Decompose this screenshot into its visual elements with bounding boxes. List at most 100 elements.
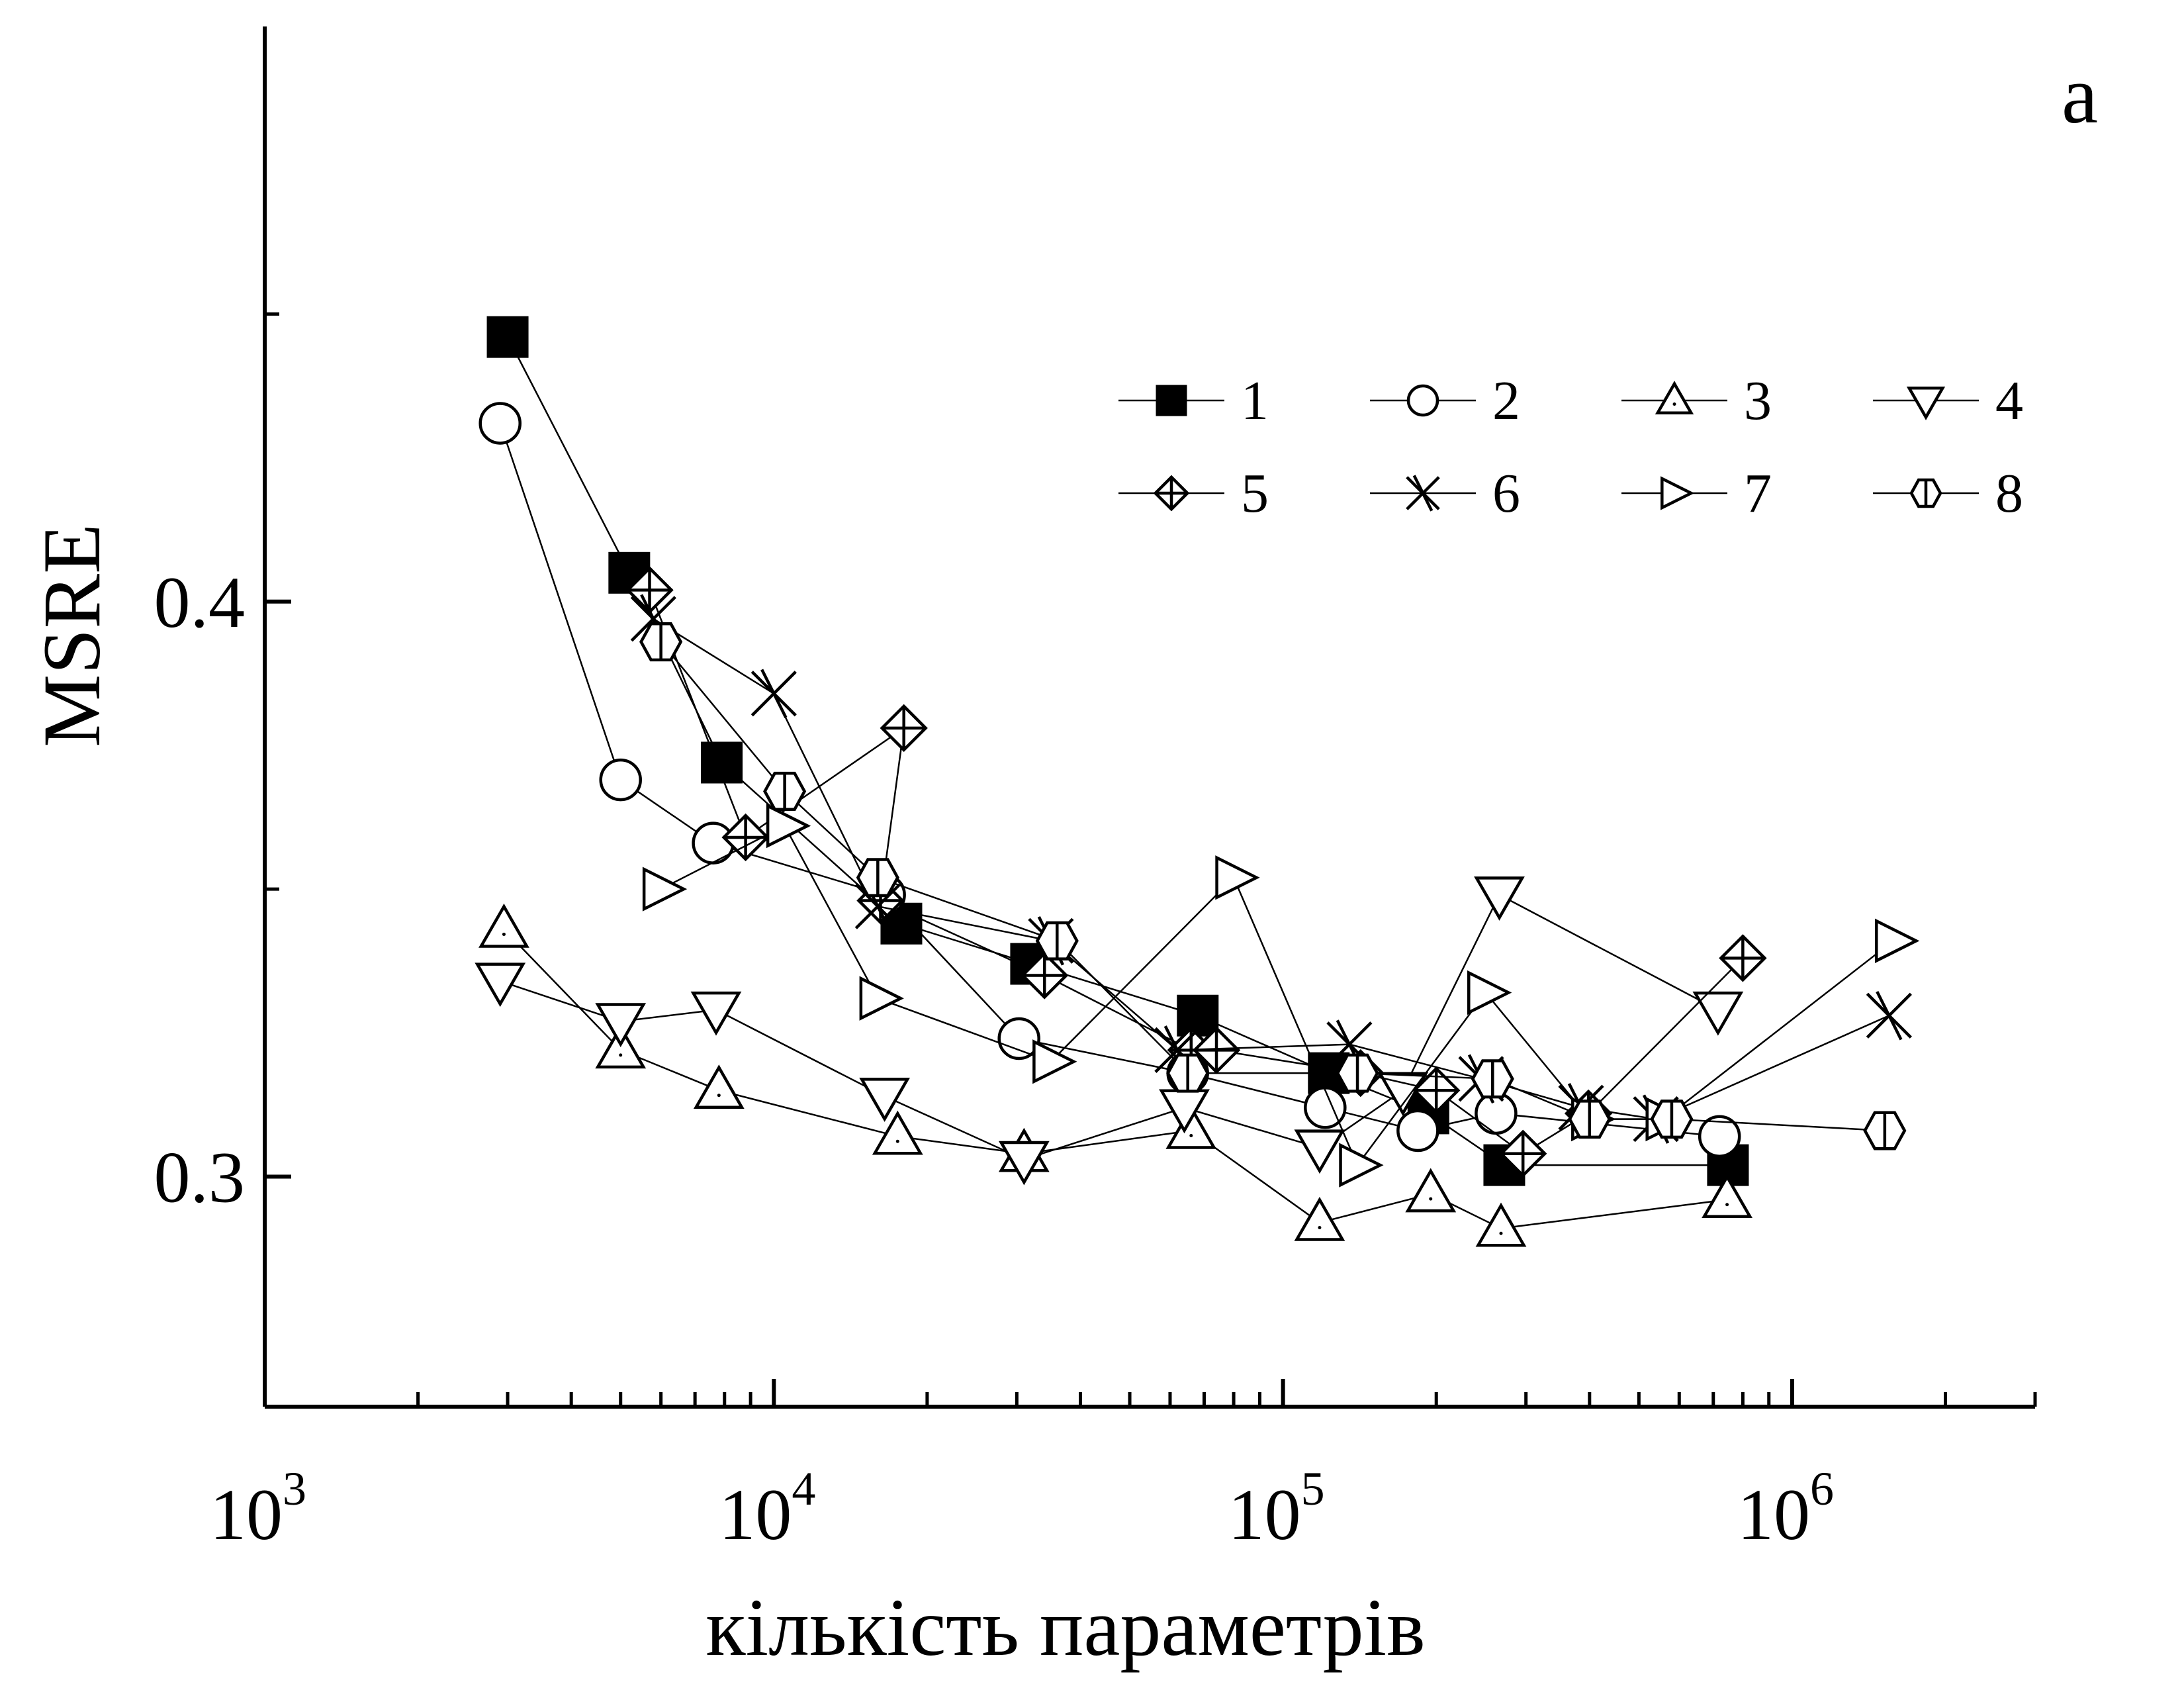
data-point [1035, 921, 1079, 961]
marker-shape [766, 803, 811, 849]
data-point [1304, 1086, 1347, 1129]
data-point [880, 704, 928, 753]
panel-label: a [2062, 50, 2098, 140]
x-tick-base: 10 [1737, 1474, 1810, 1555]
marker-shape [1906, 387, 1946, 420]
data-point [856, 858, 899, 898]
y-tick-label: 0.4 [154, 562, 246, 643]
data-point [595, 1003, 647, 1047]
marker-dot [1189, 1134, 1193, 1137]
data-point [872, 1110, 923, 1155]
marker-dot [1499, 1231, 1503, 1235]
data-point [599, 758, 642, 802]
data-point [1396, 1109, 1439, 1152]
data-point [1021, 951, 1069, 1000]
legend-marker [1153, 475, 1190, 512]
marker-shape [1661, 476, 1695, 510]
marker-shape [859, 976, 904, 1021]
data-point [1863, 1111, 1907, 1150]
series-line [506, 336, 1728, 1166]
x-tick-base: 10 [210, 1474, 283, 1555]
x-tick-label: 106 [1737, 1462, 1834, 1555]
legend-marker [1906, 387, 1946, 420]
marker-dot [502, 932, 506, 936]
y-axis-title: MSRE [26, 524, 117, 747]
data-point [859, 976, 904, 1021]
data-point [1294, 1129, 1345, 1174]
series-line [660, 641, 1885, 1132]
marker-shape [486, 316, 529, 358]
data-point [766, 803, 811, 849]
marker-dot [1318, 1226, 1322, 1229]
marker-shape [1875, 918, 1920, 963]
legend-label: 4 [1995, 370, 2023, 432]
marker-shape [1475, 1202, 1527, 1247]
marker-shape [859, 1078, 911, 1122]
legend-item-1: 1 [1118, 370, 1269, 432]
marker-shape [1405, 1168, 1457, 1213]
y-tick-label: 0.3 [154, 1137, 246, 1218]
marker-shape [1702, 1174, 1752, 1218]
marker-shape [478, 903, 529, 948]
data-point [1377, 1072, 1429, 1117]
x-axis-title: кількість параметрів [705, 1582, 1425, 1673]
marker-shape [1165, 1104, 1217, 1149]
legend-marker [1909, 478, 1942, 508]
data-point [1875, 918, 1920, 963]
legend-marker [1156, 385, 1187, 416]
data-point [1475, 1092, 1518, 1135]
data-point [1866, 990, 1912, 1041]
legend-item-3: 3 [1621, 370, 1772, 432]
marker-dot [1429, 1197, 1433, 1201]
marker-shape [1294, 1196, 1345, 1241]
legend-label: 1 [1241, 370, 1269, 432]
marker-shape [1377, 1072, 1429, 1117]
x-tick-base: 10 [1228, 1474, 1301, 1555]
x-tick-label: 103 [210, 1462, 306, 1555]
x-tick-label: 105 [1228, 1462, 1325, 1555]
marker-shape [595, 1003, 647, 1047]
marker-shape [690, 991, 742, 1036]
x-tick-exponent: 3 [283, 1462, 306, 1515]
series-layer [475, 316, 1920, 1247]
data-point [1474, 876, 1525, 921]
series-1 [486, 316, 1749, 1186]
marker-shape [478, 402, 522, 445]
data-point [763, 771, 807, 811]
legend-label: 7 [1744, 463, 1772, 524]
data-point [1499, 1129, 1547, 1178]
data-point [1719, 934, 1767, 982]
data-point [1692, 991, 1744, 1036]
series-line [499, 423, 1720, 1137]
x-tick-exponent: 6 [1810, 1462, 1834, 1515]
marker-shape [1406, 384, 1439, 417]
marker-shape [475, 962, 526, 1008]
data-point [478, 402, 522, 445]
data-point [1467, 970, 1512, 1015]
data-point [1471, 1059, 1514, 1099]
legend-marker [1406, 384, 1439, 417]
data-point [642, 867, 688, 912]
data-point [721, 813, 770, 862]
marker-shape [998, 1141, 1050, 1186]
legend-item-4: 4 [1873, 370, 2023, 432]
data-point [1702, 1174, 1752, 1218]
legend-label: 3 [1744, 370, 1772, 432]
series-4 [475, 876, 1744, 1186]
marker-shape [1692, 991, 1744, 1036]
marker-shape [1339, 1143, 1384, 1188]
marker-stroke [1412, 475, 1433, 512]
marker-shape [692, 821, 735, 865]
x-tick-exponent: 5 [1301, 1462, 1325, 1515]
marker-shape [1655, 381, 1694, 414]
legend-marker [1655, 381, 1694, 414]
data-point [1166, 1053, 1210, 1093]
legend-label: 8 [1995, 463, 2023, 524]
data-point [998, 1141, 1050, 1186]
data-point [478, 903, 529, 948]
data-point [1475, 1202, 1527, 1247]
data-point [639, 622, 683, 662]
marker-shape [1156, 385, 1187, 416]
